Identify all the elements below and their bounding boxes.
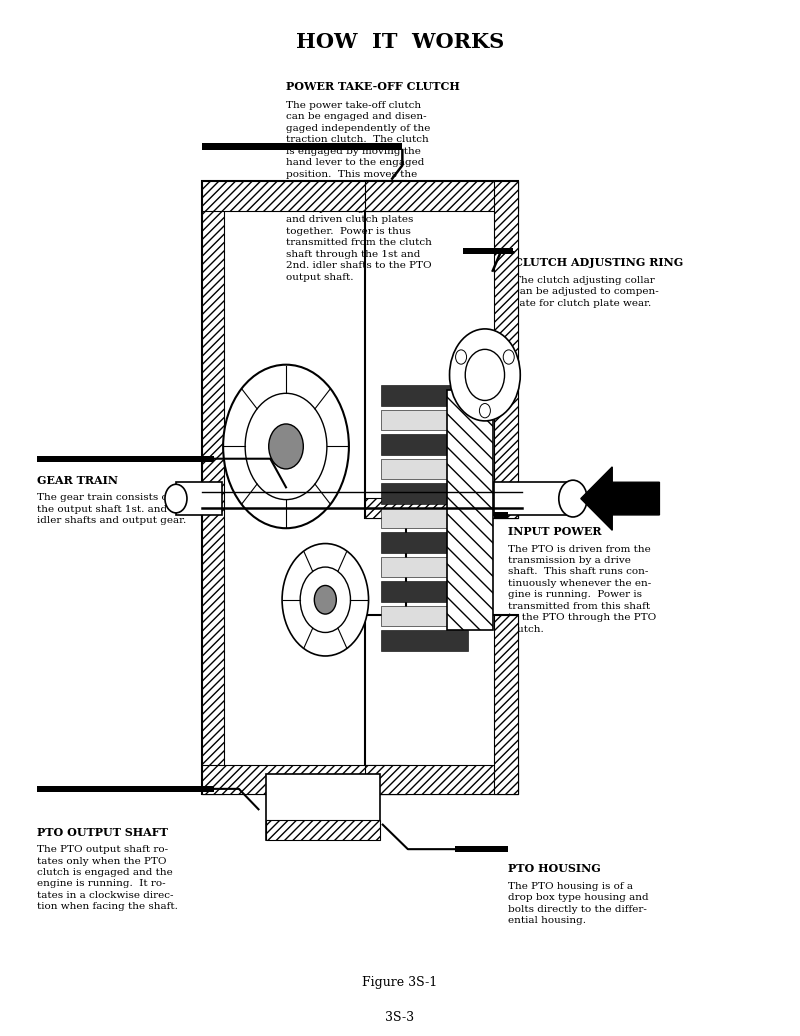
Circle shape <box>223 365 349 528</box>
Text: HOW  IT  WORKS: HOW IT WORKS <box>296 32 504 53</box>
Circle shape <box>450 328 520 421</box>
Bar <box>381 508 468 528</box>
Bar <box>202 180 406 794</box>
Polygon shape <box>581 467 659 530</box>
Circle shape <box>455 350 466 365</box>
Text: The PTO housing is of a
drop box type housing and
bolts directly to the differ-
: The PTO housing is of a drop box type ho… <box>509 882 649 925</box>
Circle shape <box>269 424 303 469</box>
Circle shape <box>282 544 369 656</box>
Bar <box>381 581 468 602</box>
Circle shape <box>300 567 350 632</box>
Bar <box>447 391 493 631</box>
Circle shape <box>314 585 336 614</box>
Text: PTO OUTPUT SHAFT: PTO OUTPUT SHAFT <box>37 827 168 838</box>
Text: POWER TAKE-OFF CLUTCH: POWER TAKE-OFF CLUTCH <box>286 81 460 91</box>
Bar <box>381 409 468 430</box>
Text: CLUTCH ADJUSTING RING: CLUTCH ADJUSTING RING <box>514 257 683 268</box>
Circle shape <box>165 484 187 513</box>
Circle shape <box>479 404 490 418</box>
Bar <box>202 143 402 150</box>
Text: The PTO is driven from the
transmission by a drive
shaft.  This shaft runs con-
: The PTO is driven from the transmission … <box>509 545 657 634</box>
Text: GEAR TRAIN: GEAR TRAIN <box>37 476 118 486</box>
Bar <box>37 785 214 792</box>
Text: The power take-off clutch
can be engaged and disen-
gaged independently of the
t: The power take-off clutch can be engaged… <box>286 100 432 282</box>
Bar <box>381 483 468 503</box>
Bar <box>365 615 518 794</box>
Circle shape <box>503 350 514 365</box>
Bar <box>266 819 380 840</box>
Bar <box>365 180 518 211</box>
Bar <box>381 631 468 651</box>
Bar <box>455 846 509 853</box>
Text: PTO HOUSING: PTO HOUSING <box>509 863 602 874</box>
Text: 3S-3: 3S-3 <box>386 1011 414 1024</box>
Bar <box>381 556 468 577</box>
Bar <box>202 180 406 211</box>
Bar <box>202 766 406 794</box>
Text: The clutch adjusting collar
can be adjusted to compen-
sate for clutch plate wea: The clutch adjusting collar can be adjus… <box>514 276 658 308</box>
Text: The PTO output shaft ro-
tates only when the PTO
clutch is engaged and the
engin: The PTO output shaft ro- tates only when… <box>37 845 178 912</box>
Bar <box>266 774 380 840</box>
Bar <box>463 249 514 254</box>
Text: The gear train consists of
the output shaft 1st. and 2nd.
idler shafts and outpu: The gear train consists of the output sh… <box>37 493 194 525</box>
Bar <box>494 482 573 515</box>
Bar <box>381 533 468 553</box>
Bar <box>365 180 518 518</box>
Bar <box>494 512 509 518</box>
Bar <box>202 180 224 794</box>
Circle shape <box>245 394 327 499</box>
Text: Figure 3S-1: Figure 3S-1 <box>362 976 438 989</box>
Bar <box>494 180 518 518</box>
Bar <box>381 459 468 480</box>
Bar <box>381 606 468 627</box>
Bar <box>381 385 468 405</box>
Bar <box>494 615 518 794</box>
Bar <box>365 497 518 518</box>
Bar <box>176 482 222 515</box>
Circle shape <box>558 480 587 517</box>
Text: INPUT POWER: INPUT POWER <box>509 526 602 538</box>
Circle shape <box>466 349 505 401</box>
Bar <box>37 456 214 462</box>
Bar <box>381 434 468 455</box>
Bar <box>365 766 518 794</box>
